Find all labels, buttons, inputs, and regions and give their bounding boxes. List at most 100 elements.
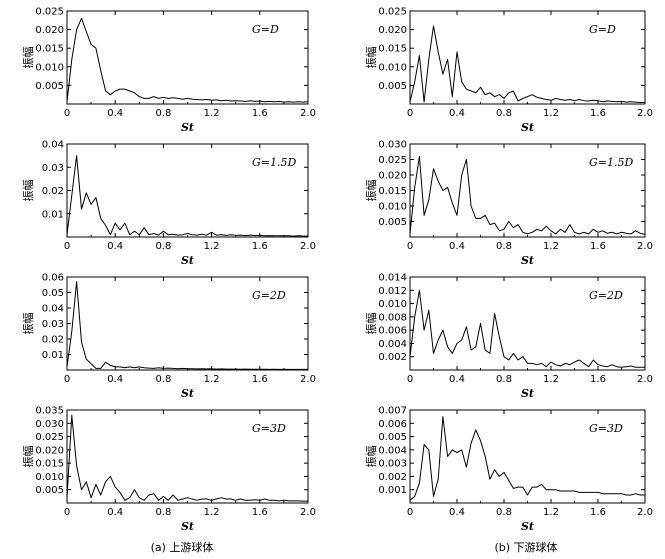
y-tick-label: 0.004	[378, 445, 407, 456]
y-tick-label: 0.025	[378, 7, 407, 18]
y-tick-label: 0.030	[378, 140, 407, 151]
x-tick-label: 0.4	[449, 108, 465, 119]
y-tick-label: 0.005	[35, 485, 64, 496]
y-tick-label: 0.010	[35, 62, 64, 73]
x-tick-label: 0.8	[496, 241, 512, 252]
y-axis-title: 振幅	[21, 446, 35, 468]
x-tick-label: 1.2	[204, 108, 220, 119]
panel-title: G=2D	[589, 289, 623, 302]
y-tick-label: 0.02	[42, 335, 64, 346]
y-tick-label: 0.020	[378, 25, 407, 36]
x-axis-title: St	[181, 254, 194, 267]
panel-title: G=2D	[252, 289, 286, 302]
x-tick-label: 1.2	[543, 108, 559, 119]
caption-right: (b) 下游球体	[494, 540, 557, 554]
x-tick-label: 0.8	[496, 108, 512, 119]
x-tick-label: 1.6	[590, 108, 606, 119]
y-axis-title: 振幅	[364, 180, 378, 202]
panel-title: G=D	[589, 23, 616, 36]
y-tick-label: 0.04	[42, 140, 64, 151]
chart-panel-6: 0 0.4 0.8 1.2 1.6 2.0 0.002 0.004 0.006 0.008 0.01…	[364, 273, 653, 401]
x-tick-label: 0.4	[449, 241, 465, 252]
chart-panel-3: 0 0.4 0.8 1.2 1.6 2.0 0.01 0.02 0.03 0.04 St 振幅 G=1.…	[21, 140, 316, 268]
amplitude-series-line	[409, 25, 645, 103]
y-tick-label: 0.005	[378, 81, 407, 92]
chart-panel-4: 0 0.4 0.8 1.2 1.6 2.0 0.005 0.010 0.015 0.020 0.02…	[364, 140, 653, 268]
x-tick-label: 1.6	[590, 507, 606, 518]
x-tick-label: 0.4	[107, 241, 123, 252]
x-tick-label: 2.0	[637, 374, 653, 385]
y-axis-title: 振幅	[21, 47, 35, 69]
amplitude-series-line	[409, 155, 646, 235]
x-axis-title: St	[521, 520, 534, 533]
chart-panel-8: 0 0.4 0.8 1.2 1.6 2.0 0.001 0.002 0.003 0.004 0.00…	[364, 406, 653, 534]
y-axis-title: 振幅	[364, 446, 378, 468]
amplitude-series-line	[66, 414, 308, 502]
x-axis-title: St	[181, 387, 194, 400]
y-tick-label: 0.015	[35, 44, 64, 55]
x-tick-label: 1.6	[252, 108, 268, 119]
amplitude-series-line	[66, 17, 309, 103]
panel-title: G=1.5D	[589, 156, 633, 169]
x-tick-label: 0.8	[155, 374, 171, 385]
x-axis-title: St	[521, 121, 534, 134]
y-tick-label: 0.005	[35, 81, 64, 92]
y-tick-label: 0.015	[378, 44, 407, 55]
y-tick-label: 0.015	[35, 459, 64, 470]
x-tick-label: 0.8	[155, 507, 171, 518]
y-tick-label: 0.002	[378, 352, 407, 363]
panel-title: G=D	[252, 23, 279, 36]
y-tick-label: 0.005	[378, 432, 407, 443]
y-tick-label: 0.01	[42, 350, 64, 361]
y-tick-label: 0.006	[378, 419, 407, 430]
x-tick-label: 0.4	[107, 374, 123, 385]
x-tick-label: 1.2	[204, 507, 220, 518]
x-tick-label: 1.2	[204, 241, 220, 252]
y-tick-label: 0.012	[378, 286, 407, 297]
caption-left: (a) 上游球体	[151, 540, 214, 554]
panel-title: G=3D	[589, 422, 623, 435]
amplitude-series-line	[66, 155, 308, 237]
y-tick-label: 0.010	[378, 299, 407, 310]
x-tick-label: 2.0	[637, 507, 653, 518]
x-tick-label: 0	[407, 374, 413, 385]
y-tick-label: 0.010	[378, 62, 407, 73]
chart-panel-7: 0 0.4 0.8 1.2 1.6 2.0 0.005 0.010 0.015 0.020 0.02…	[21, 406, 316, 534]
y-tick-label: 0.03	[42, 319, 64, 330]
x-tick-label: 0	[407, 241, 413, 252]
x-tick-label: 2.0	[300, 374, 316, 385]
y-tick-label: 0.006	[378, 326, 407, 337]
x-tick-label: 0.8	[496, 507, 512, 518]
x-tick-label: 1.2	[204, 374, 220, 385]
y-tick-label: 0.05	[42, 288, 64, 299]
x-tick-label: 2.0	[637, 241, 653, 252]
y-tick-label: 0.020	[35, 25, 64, 36]
amplitude-series-line	[66, 281, 308, 370]
y-tick-label: 0.010	[378, 202, 407, 213]
x-tick-label: 1.6	[590, 241, 606, 252]
x-tick-label: 1.6	[590, 374, 606, 385]
chart-panel-1: 0 0.4 0.8 1.2 1.6 2.0 0.005 0.010 0.015 0.020 0.02…	[21, 7, 316, 135]
x-tick-label: 0	[407, 108, 413, 119]
y-tick-label: 0.015	[378, 186, 407, 197]
x-tick-label: 2.0	[637, 108, 653, 119]
x-tick-label: 0.4	[107, 507, 123, 518]
x-axis-title: St	[181, 520, 194, 533]
x-tick-label: 0	[64, 108, 70, 119]
y-tick-label: 0.035	[35, 406, 64, 417]
x-tick-label: 2.0	[300, 241, 316, 252]
x-tick-label: 0	[407, 507, 413, 518]
y-tick-label: 0.030	[35, 419, 64, 430]
x-axis-title: St	[181, 121, 194, 134]
y-tick-label: 0.025	[35, 432, 64, 443]
y-tick-label: 0.008	[378, 312, 407, 323]
x-tick-label: 0.4	[449, 374, 465, 385]
panel-title: G=1.5D	[252, 156, 296, 169]
x-tick-label: 1.6	[252, 374, 268, 385]
x-tick-label: 0.8	[496, 374, 512, 385]
y-tick-label: 0.014	[378, 273, 407, 284]
y-tick-label: 0.06	[42, 273, 64, 284]
y-tick-label: 0.005	[378, 217, 407, 228]
y-axis-title: 振幅	[364, 47, 378, 69]
